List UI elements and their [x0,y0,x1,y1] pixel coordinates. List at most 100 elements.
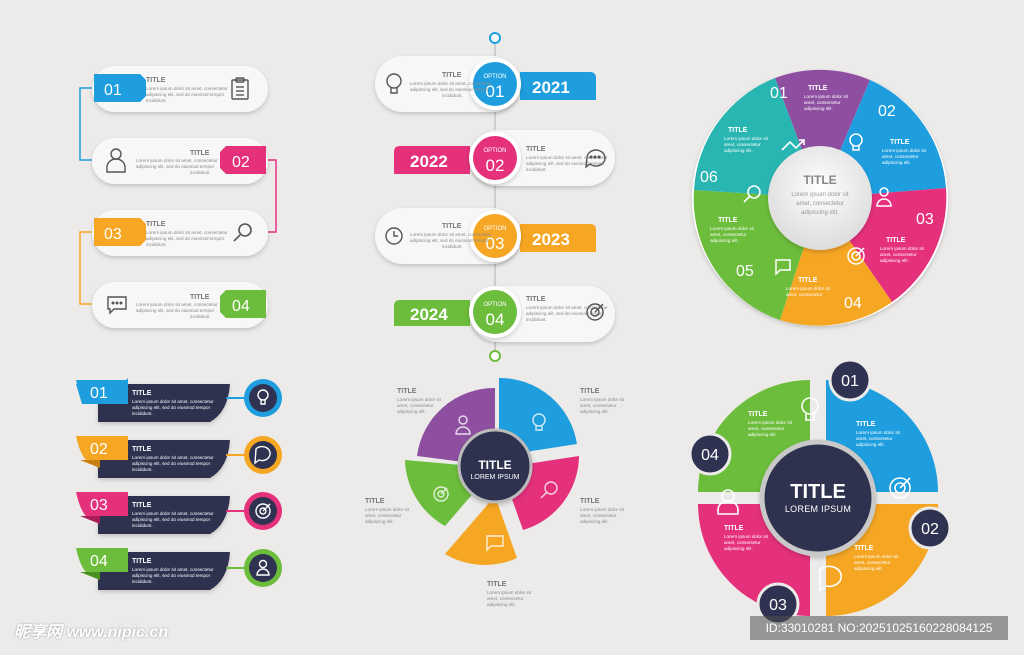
chat-icon [486,535,504,552]
target-icon [586,303,604,321]
step-card-03: 03 TITLE Lorem ipsum dolor sit amet, con… [92,210,268,256]
clock-icon [385,227,403,245]
timeline-title: TITLE [526,146,546,153]
option-label: OPTION [483,302,506,308]
step-title: TITLE [190,150,210,157]
donut-label-text: amet, consectetur [365,513,402,518]
option-label: OPTION [483,74,506,80]
lightbulb-icon [386,73,402,94]
step-text: incididunt. [146,98,167,103]
timeline-text: Lorem ipsum dolor sit amet, consectetur [526,305,608,310]
target-icon [847,247,865,265]
chat-icon [775,259,791,276]
ribbon-01: 01 TITLE Lorem ipsum dolor sit amet, con… [76,378,282,422]
ribbons-panel: 01 TITLE Lorem ipsum dolor sit amet, con… [76,378,282,590]
cycle4-center-subtitle: LOREM IPSUM [785,504,851,514]
donut-label-text: amet, consectetur [580,513,617,518]
search-icon [233,223,252,242]
step-text: adipiscing elit, sed do eiusmod tempor [136,308,215,313]
timeline-item-01: 2021 OPTION 01 TITLE Lorem ipsum dolor s… [375,56,596,112]
ribbon-03: 03 TITLE Lorem ipsum dolor sit amet, con… [76,492,282,534]
donut-label-title: TITLE [580,498,600,505]
cycle6-panel: TITLE Lorem ipsum dolor sit amet, consec… [692,69,948,326]
timeline-item-04: 2024 OPTION 04 TITLE Lorem ipsum dolor s… [394,286,615,342]
cycle4-badge-02: 02 [908,506,952,550]
ribbon-text: adipiscing elit, sed do eiusmod tempor [132,517,211,522]
target-icon [889,477,911,499]
cycle6-segment-01 [775,69,870,198]
timeline-text: Lorem ipsum dolor sit amet, consectetur [410,81,492,86]
cycle4-seg-title: TITLE [724,525,744,532]
lightbulb-icon [801,397,819,421]
ribbon-number: 04 [90,553,108,570]
badge-number: 04 [701,447,719,464]
cycle4-seg-text: amet, consectetur [856,436,893,441]
cycle6-seg-text: Lorem ipsum dolor sit [724,136,769,141]
cycle4-badge-04: 04 [688,432,732,476]
donut-center-subtitle: LOREM IPSUM [470,474,519,481]
option-number: 02 [486,156,505,175]
search-icon [743,185,761,203]
step-card-04: 04 TITLE Lorem ipsum dolor sit amet, con… [92,282,268,328]
cycle6-number: 04 [844,295,862,312]
person-icon [717,489,739,515]
cycle6-seg-text: amet, consectetur [710,232,747,237]
timeline-text: Lorem ipsum dolor sit amet, consectetur [526,155,608,160]
timeline-year: 2024 [410,305,448,324]
step-title: TITLE [190,294,210,301]
cycle4-seg-text: amet, consectetur [854,560,891,565]
donut-label-text: Lorem ipsum dolor sit [365,507,410,512]
timeline-text: incididunt. [526,167,547,172]
timeline-text: adipiscing elit, sed do eiusmod tempor [526,161,605,166]
option-number: 03 [486,234,505,253]
step-text: incididunt. [190,170,211,175]
donut-label-text: Lorem ipsum dolor sit [487,590,532,595]
donut-label-text: amet, consectetur [397,403,434,408]
ribbon-text: Lorem ipsum dolor sit amet, consectetur [132,455,214,460]
step-number: 01 [104,82,122,99]
growth-arrow-icon [781,139,805,151]
cycle6-seg-text: amet, consectetur [724,142,761,147]
donut-label-text: adipiscing elit. [580,519,609,524]
watermark-left: 昵享网 www.nipic.cn [14,624,169,641]
lightbulb-icon [849,133,863,151]
timeline-text: adipiscing elit, sed do eiusmod tempor [410,238,489,243]
cycle6-seg-title: TITLE [808,85,828,92]
lightbulb-icon [532,413,546,431]
step-text: incididunt. [190,314,211,319]
step-text: incididunt. [146,242,167,247]
donut-panel: TITLE LOREM IPSUM [405,377,579,565]
donut-center-title: TITLE [478,458,511,472]
ribbon-text: incididunt. [132,579,153,584]
cycle6-center-text: adipiscing elit. [801,210,839,216]
badge-number: 02 [921,521,939,538]
cycle6-seg-text: adipiscing elit. [880,258,909,263]
timeline-title: TITLE [442,223,462,230]
timeline-start-dot [489,32,501,44]
donut-label-title: TITLE [365,498,385,505]
chat-icon [254,445,271,465]
donut-label-text: Lorem ipsum dolor sit [580,507,625,512]
timeline-text: incididunt. [442,93,463,98]
donut-label-text: amet, consectetur [580,403,617,408]
badge-number: 01 [841,373,859,390]
step-title: TITLE [146,221,166,228]
connector-line [79,231,94,305]
ribbon-text: incididunt. [132,523,153,528]
donut-label-title: TITLE [397,388,417,395]
steps-panel: 01 TITLE Lorem ipsum dolor sit amet, con… [79,66,277,328]
donut-label-text: Lorem ipsum dolor sit [580,397,625,402]
ribbon-02: 02 TITLE Lorem ipsum dolor sit amet, con… [76,436,282,478]
cycle6-seg-title: TITLE [728,127,748,134]
ribbon-text: adipiscing elit, sed do eiusmod tempor [132,573,211,578]
donut-label-title: TITLE [487,581,507,588]
ribbon-text: Lorem ipsum dolor sit amet, consectetur [132,399,214,404]
donut-label-text: adipiscing elit. [580,409,609,414]
timeline-text: incididunt. [442,244,463,249]
step-text: adipiscing elit, sed do eiusmod tempor [146,92,225,97]
timeline-year: 2021 [532,78,570,97]
cycle6-number: 02 [878,103,896,120]
step-text: adipiscing elit, sed do eiusmod tempor [146,236,225,241]
target-icon [433,486,449,502]
cycle6-seg-text: amet, consectetur [786,292,823,297]
